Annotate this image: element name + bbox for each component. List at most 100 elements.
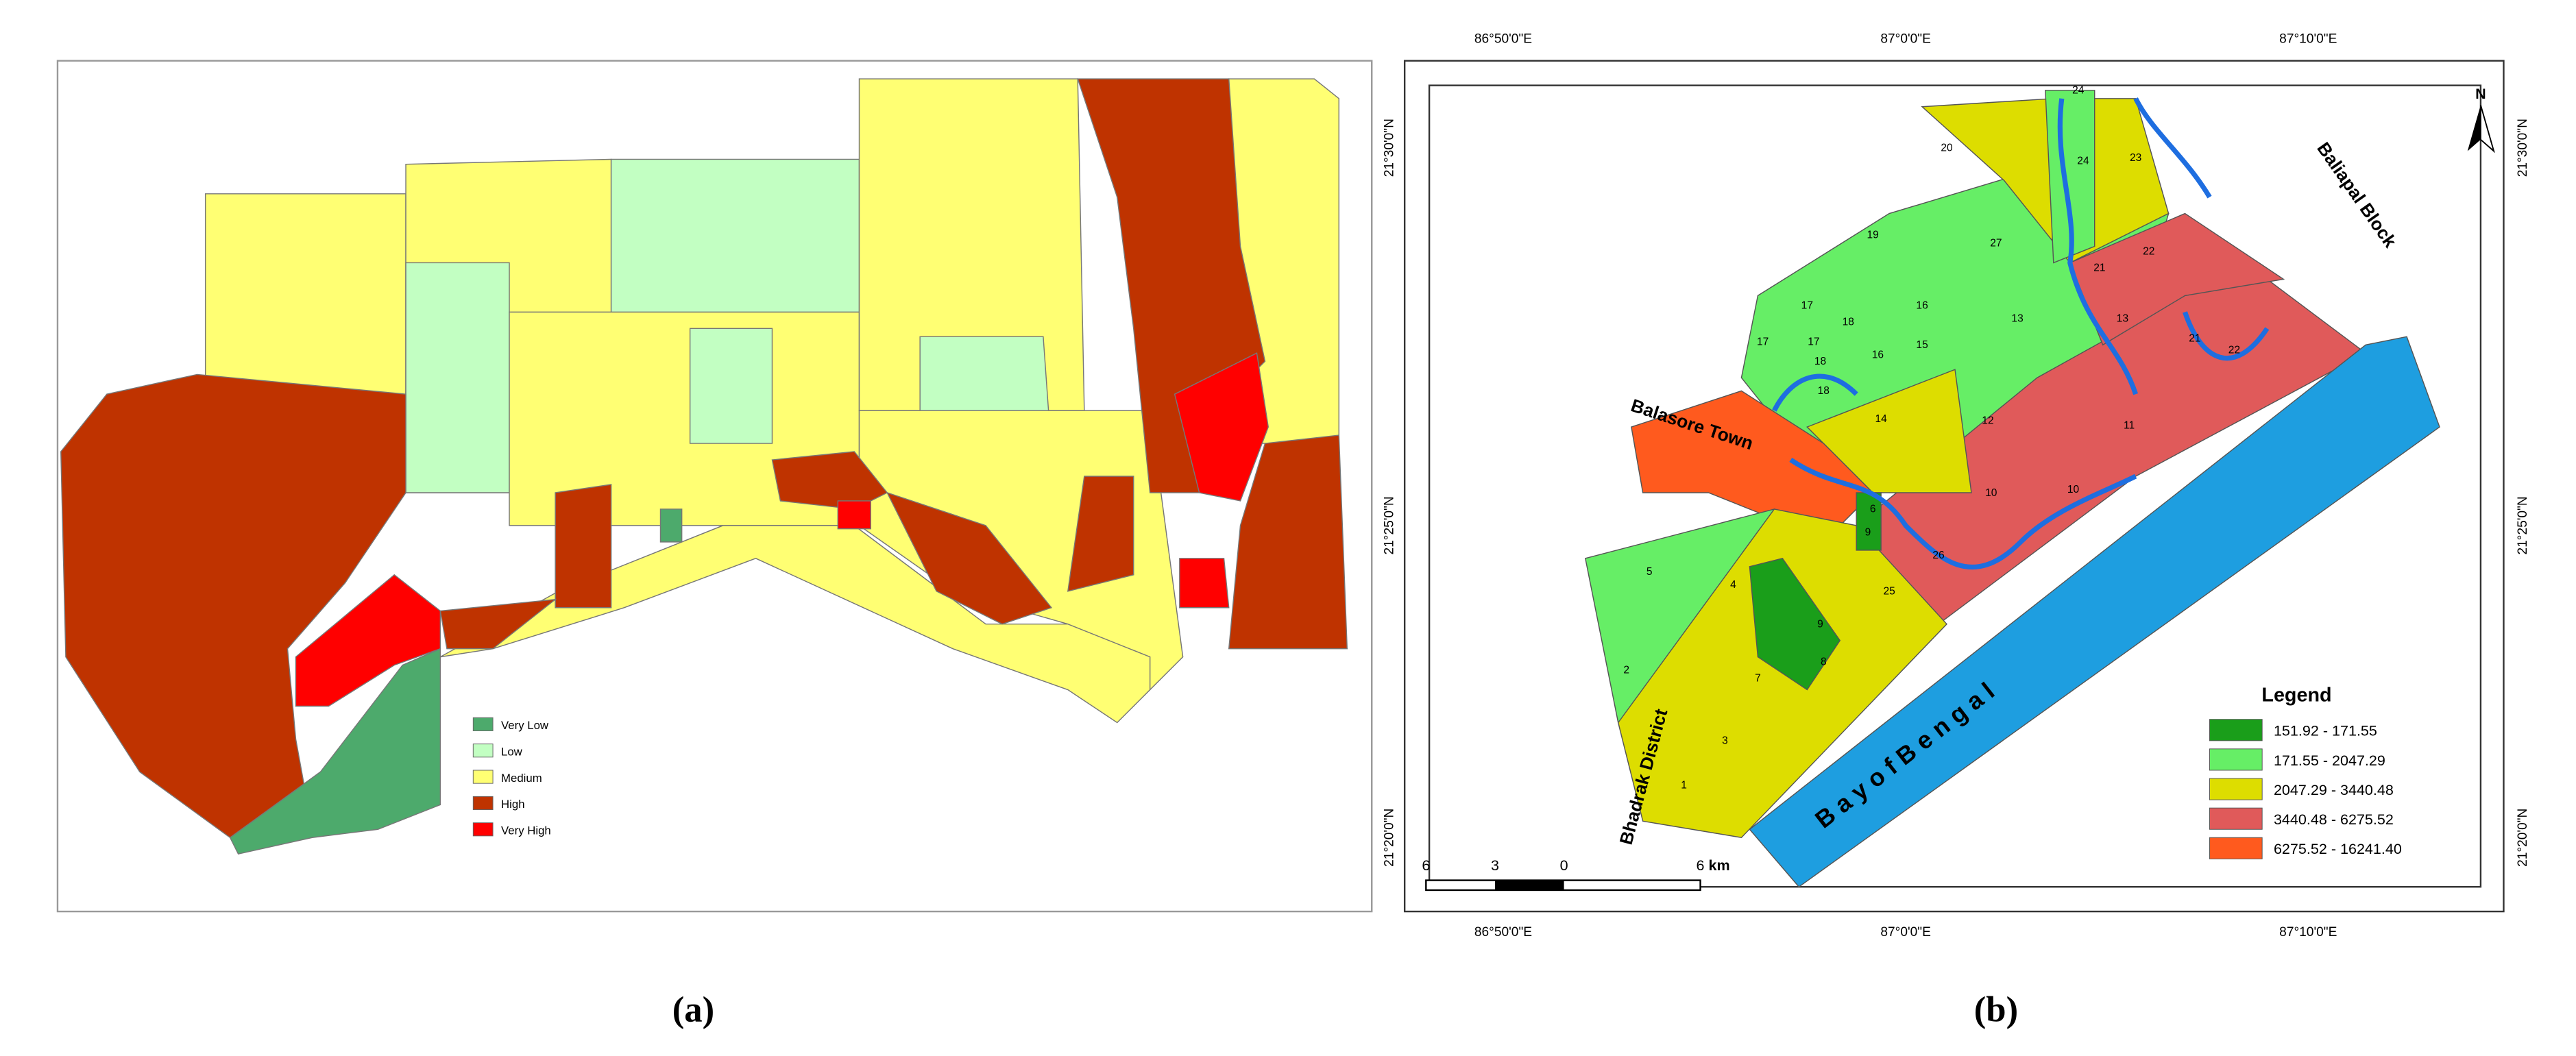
legend-swatch (472, 770, 494, 784)
legend-swatch (472, 822, 494, 837)
ward-number: 12 (1982, 415, 1993, 426)
legend-swatch (2209, 748, 2263, 771)
region (1749, 558, 1841, 691)
ward-number: 5 (1647, 566, 1653, 578)
region (1856, 278, 2367, 625)
ward-number: 22 (2143, 245, 2154, 257)
ward-number: 10 (1985, 487, 1997, 499)
latitude-label: 21°20'0"N (2516, 809, 2530, 867)
longitude-label: 86°50'0"E (1474, 32, 1532, 46)
ward-number: 15 (1916, 339, 1928, 351)
legend-label: Very Low (501, 719, 549, 732)
ward-number: 3 (1722, 735, 1728, 747)
region (555, 484, 612, 609)
ward-number: 26 (1932, 550, 1944, 561)
region (2069, 212, 2285, 346)
ward-number: 13 (2011, 313, 2023, 325)
ward-number: 17 (1808, 336, 1819, 347)
region (295, 574, 441, 707)
ward-number: 18 (1843, 317, 1854, 328)
region (610, 158, 860, 338)
region (439, 598, 557, 650)
ward-number: 24 (2072, 85, 2085, 97)
scale-bar (1425, 879, 1701, 892)
scale-label: 6 (1422, 857, 1430, 874)
ward-number: 16 (1872, 349, 1884, 360)
legend-label: 6275.52 - 16241.40 (2274, 840, 2402, 857)
region (440, 525, 1151, 724)
region (1179, 558, 1230, 609)
scale-label: 0 (1560, 857, 1568, 874)
ward-number: 23 (2130, 152, 2141, 164)
region (1856, 492, 1882, 551)
longitude-label: 87°0'0"E (1880, 925, 1931, 940)
caption: (b) (1974, 990, 2018, 1030)
legend-title: Legend (2261, 684, 2331, 706)
region (204, 193, 406, 403)
ward-number: 14 (1875, 413, 1888, 425)
scale-label: 3 (1491, 857, 1499, 874)
longitude-label: 86°50'0"E (1474, 925, 1532, 940)
region (1067, 476, 1134, 592)
latitude-label: 21°25'0"N (1382, 496, 1396, 554)
ward-number: 11 (2124, 420, 2135, 432)
longitude-label: 87°10'0"E (2279, 925, 2337, 940)
legend-swatch (2209, 778, 2263, 800)
ward-number: 8 (1821, 656, 1827, 668)
legend-label: Very High (501, 824, 551, 837)
ward-number: 7 (1755, 673, 1761, 685)
ward-number: 10 (2067, 484, 2080, 495)
ward-number: 24 (2077, 156, 2089, 167)
region (60, 373, 406, 838)
ward-number: 18 (1814, 356, 1826, 367)
ward-number: 25 (1883, 586, 1895, 598)
ward-number: 9 (1865, 526, 1871, 538)
longitude-label: 87°10'0"E (2279, 32, 2337, 46)
legend-swatch (2209, 837, 2263, 859)
region (886, 491, 1053, 625)
ward-number: 17 (1801, 300, 1813, 312)
legend-swatch (472, 717, 494, 731)
ward-number: 9 (1817, 618, 1823, 630)
map-b (1584, 90, 2440, 888)
region (689, 328, 773, 444)
ward-number: 18 (1818, 385, 1830, 397)
region (1174, 352, 1269, 502)
north-label: N (2475, 85, 2486, 102)
legend-label: 3440.48 - 6275.52 (2274, 811, 2394, 828)
latitude-label: 21°30'0"N (2516, 119, 2530, 177)
region (405, 262, 510, 493)
ward-number: 4 (1730, 579, 1736, 591)
ward-number: 19 (1867, 230, 1879, 241)
legend-label: Medium (501, 772, 542, 785)
scale-label: 6 (1697, 857, 1705, 874)
legend-label: 151.92 - 171.55 (2274, 722, 2377, 739)
legend-label: 2047.29 - 3440.48 (2274, 781, 2394, 798)
longitude-label: 87°0'0"E (1880, 32, 1931, 46)
legend-swatch (472, 744, 494, 758)
legend-swatch (2209, 807, 2263, 830)
ward-number: 17 (1757, 336, 1769, 347)
region (229, 648, 441, 855)
region (2045, 90, 2095, 264)
scale-unit: km (1709, 857, 1730, 874)
ward-number: 22 (2228, 344, 2240, 356)
ward-number: 21 (2189, 332, 2200, 344)
ward-number: 1 (1681, 779, 1687, 791)
map-a (60, 78, 1348, 855)
ward-number: 6 (1870, 504, 1876, 515)
ward-number: 16 (1916, 300, 1928, 312)
ward-number: 13 (2117, 313, 2128, 325)
region (659, 508, 683, 543)
north-arrow (2467, 105, 2495, 154)
region (837, 500, 871, 530)
latitude-label: 21°20'0"N (1382, 809, 1396, 867)
ward-number: 20 (1941, 142, 1953, 154)
legend-swatch (2209, 719, 2263, 741)
legend-label: Low (501, 745, 523, 758)
legend-label: High (501, 798, 524, 811)
ward-number: 27 (1990, 237, 2002, 249)
latitude-label: 21°30'0"N (1382, 119, 1396, 177)
legend-label: 171.55 - 2047.29 (2274, 752, 2385, 769)
